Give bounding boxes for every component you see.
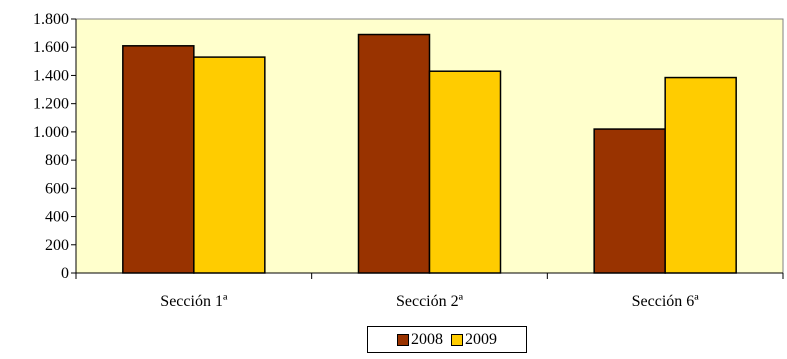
y-tick-label: 400 — [45, 209, 69, 226]
y-tick-label: 1.400 — [33, 67, 69, 84]
y-tick-label: 200 — [45, 237, 69, 254]
bar-2009-3 — [664, 76, 737, 274]
bar-2008-3 — [593, 128, 666, 274]
legend-swatch-2009 — [451, 333, 463, 346]
y-tick-label: 800 — [45, 152, 69, 169]
legend-item-2009: 2009 — [451, 331, 497, 349]
x-category-label: Sección 1ª — [160, 293, 228, 310]
y-tick-label: 1.200 — [33, 96, 69, 113]
bar-2008-1 — [122, 45, 195, 274]
y-tick-label: 600 — [45, 180, 69, 197]
y-tick-label: 0 — [61, 265, 69, 282]
x-category-label: Sección 2ª — [396, 293, 464, 310]
legend-swatch-2008 — [397, 333, 409, 346]
bar-2009-2 — [428, 70, 502, 274]
x-category-label: Sección 6ª — [632, 293, 700, 310]
legend-label-2009: 2009 — [465, 330, 497, 348]
y-tick-label: 1.000 — [33, 124, 69, 141]
legend: 2008 2009 — [367, 326, 527, 353]
y-tick-label: 1.600 — [33, 39, 69, 56]
legend-label-2008: 2008 — [411, 330, 443, 348]
y-tick-label: 1.800 — [33, 11, 69, 28]
bar-2008-2 — [357, 33, 431, 274]
legend-item-2008: 2008 — [397, 331, 443, 349]
bar-2009-1 — [193, 56, 266, 274]
